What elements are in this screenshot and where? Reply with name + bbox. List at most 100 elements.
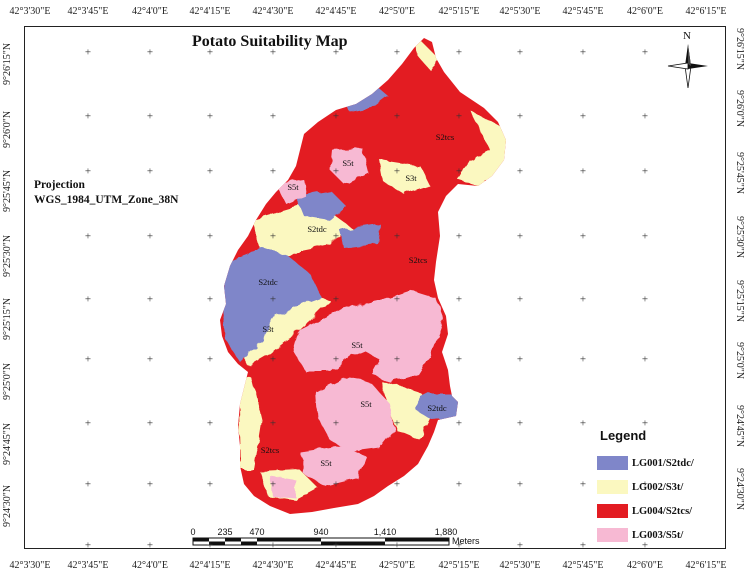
graticule-cross: + bbox=[84, 539, 92, 552]
zone-s2tdc-mid bbox=[296, 190, 346, 220]
graticule-cross: + bbox=[455, 293, 463, 306]
scale-units: Meters bbox=[452, 536, 480, 546]
zone-label: S5t bbox=[287, 182, 299, 192]
graticule-cross: + bbox=[516, 417, 524, 430]
graticule-cross: + bbox=[206, 478, 214, 491]
zone-s2tdc-patch bbox=[340, 224, 380, 248]
lon-tick-top: 42°3'45"E bbox=[67, 6, 109, 17]
graticule-cross: + bbox=[206, 539, 214, 552]
zone-s3t-southwest bbox=[238, 378, 262, 470]
graticule-cross: + bbox=[269, 110, 277, 123]
graticule-cross: + bbox=[146, 353, 154, 366]
lon-tick-bottom: 42°5'0"E bbox=[379, 560, 415, 571]
graticule-cross: + bbox=[146, 46, 154, 59]
graticule-cross: + bbox=[641, 110, 649, 123]
legend-swatch bbox=[597, 504, 628, 518]
graticule-cross: + bbox=[455, 353, 463, 366]
legend-label: LG002/S3t/ bbox=[632, 481, 684, 493]
lon-tick-bottom: 42°4'45"E bbox=[315, 560, 357, 571]
zone-s5t-southwest bbox=[300, 446, 366, 486]
graticule-cross: + bbox=[269, 353, 277, 366]
zone-label: S3t bbox=[262, 324, 274, 334]
graticule-cross: + bbox=[146, 417, 154, 430]
graticule-cross: + bbox=[393, 417, 401, 430]
zone-s3t-top bbox=[416, 38, 440, 70]
graticule-cross: + bbox=[269, 417, 277, 430]
graticule-cross: + bbox=[516, 478, 524, 491]
lon-tick-top: 42°5'30"E bbox=[499, 6, 541, 17]
legend-label: LG004/S2tcs/ bbox=[632, 505, 693, 517]
graticule-cross: + bbox=[455, 539, 463, 552]
zone-label: S2tdc bbox=[427, 403, 447, 413]
graticule-cross: + bbox=[393, 539, 401, 552]
graticule-cross: + bbox=[332, 110, 340, 123]
lon-tick-bottom: 42°4'30"E bbox=[252, 560, 294, 571]
graticule-cross: + bbox=[641, 165, 649, 178]
zone-s5t-center bbox=[294, 290, 444, 382]
legend-item: LG003/S5t/ bbox=[597, 524, 723, 546]
lon-tick-bottom: 42°6'0"E bbox=[627, 560, 663, 571]
graticule-cross: + bbox=[84, 46, 92, 59]
lon-tick-bottom: 42°5'15"E bbox=[438, 560, 480, 571]
graticule-cross: + bbox=[269, 46, 277, 59]
scale-label: 470 bbox=[249, 527, 265, 537]
lon-tick-top: 42°4'0"E bbox=[132, 6, 168, 17]
graticule-cross: + bbox=[455, 478, 463, 491]
graticule-cross: + bbox=[579, 353, 587, 366]
zone-s3t-center bbox=[380, 160, 430, 194]
scale-label: 1,880 bbox=[434, 527, 458, 537]
zone-s5t-northwest bbox=[276, 180, 306, 204]
lon-tick-top: 42°6'15"E bbox=[685, 6, 727, 17]
zone-label: S3t bbox=[405, 173, 417, 183]
lon-tick-top: 42°3'30"E bbox=[9, 6, 51, 17]
legend-swatch bbox=[597, 480, 628, 494]
zone-s2tdc-west bbox=[222, 248, 322, 362]
projection-heading: Projection bbox=[34, 179, 85, 191]
graticule-cross: + bbox=[579, 46, 587, 59]
graticule-cross: + bbox=[269, 478, 277, 491]
lon-tick-top: 42°4'15"E bbox=[189, 6, 231, 17]
graticule-cross: + bbox=[516, 165, 524, 178]
graticule-cross: + bbox=[516, 46, 524, 59]
legend-swatch bbox=[597, 528, 628, 542]
graticule-cross: + bbox=[455, 230, 463, 243]
legend-item: LG002/S3t/ bbox=[597, 476, 723, 498]
graticule-cross: + bbox=[84, 110, 92, 123]
lon-tick-top: 42°5'15"E bbox=[438, 6, 480, 17]
legend-label: LG003/S5t/ bbox=[632, 529, 684, 541]
graticule-cross: + bbox=[146, 539, 154, 552]
graticule-cross: + bbox=[146, 110, 154, 123]
zone-s2tdc-east bbox=[416, 394, 460, 420]
graticule-cross: + bbox=[332, 539, 340, 552]
graticule-cross: + bbox=[146, 230, 154, 243]
zone-label: S2tcs bbox=[408, 255, 428, 265]
zone-s3t-band bbox=[252, 206, 352, 262]
graticule-cross: + bbox=[332, 353, 340, 366]
projection-info: Projection WGS_1984_UTM_Zone_38N bbox=[34, 178, 178, 208]
graticule-cross: + bbox=[332, 230, 340, 243]
graticule-cross: + bbox=[269, 293, 277, 306]
graticule-cross: + bbox=[332, 293, 340, 306]
lon-tick-bottom: 42°4'15"E bbox=[189, 560, 231, 571]
graticule-cross: + bbox=[579, 230, 587, 243]
graticule-cross: + bbox=[84, 417, 92, 430]
legend-label: LG001/S2tdc/ bbox=[632, 457, 694, 469]
graticule-cross: + bbox=[332, 478, 340, 491]
scale-label: 0 bbox=[190, 527, 196, 537]
lon-tick-bottom: 42°3'45"E bbox=[67, 560, 109, 571]
lon-tick-bottom: 42°3'30"E bbox=[9, 560, 51, 571]
lon-tick-top: 42°6'0"E bbox=[627, 6, 663, 17]
zone-label: S5t bbox=[360, 399, 372, 409]
scale-label: 1,410 bbox=[373, 527, 397, 537]
graticule-cross: + bbox=[206, 230, 214, 243]
scale-label: 940 bbox=[313, 527, 329, 537]
scale-bar bbox=[192, 537, 450, 546]
graticule-cross: + bbox=[393, 46, 401, 59]
zone-label: S5t bbox=[342, 158, 354, 168]
legend-item: LG001/S2tdc/ bbox=[597, 452, 723, 474]
graticule-cross: + bbox=[516, 110, 524, 123]
graticule-cross: + bbox=[516, 539, 524, 552]
graticule-cross: + bbox=[269, 230, 277, 243]
lon-tick-top: 42°5'45"E bbox=[562, 6, 604, 17]
graticule-cross: + bbox=[579, 478, 587, 491]
